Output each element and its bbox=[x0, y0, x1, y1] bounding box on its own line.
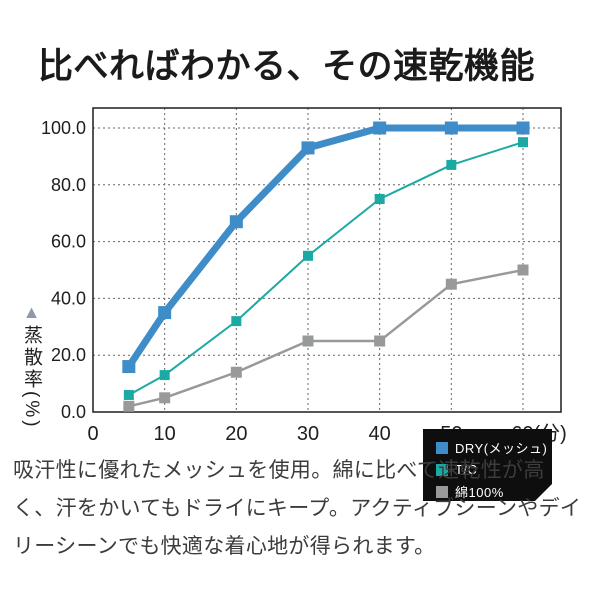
y-tick-label: 20.0 bbox=[51, 345, 86, 365]
y-tick-label: 60.0 bbox=[51, 232, 86, 252]
legend-item-cotton: 綿100% bbox=[436, 482, 552, 501]
series-marker-1 bbox=[374, 194, 385, 204]
legend-swatch-tc bbox=[436, 464, 448, 476]
y-axis-title: ▲ 蒸散率(%) bbox=[21, 302, 42, 430]
legend-swatch-dry bbox=[436, 442, 448, 454]
series-marker-2 bbox=[230, 366, 242, 378]
x-tick-label: 0 bbox=[87, 423, 98, 445]
series-marker-0 bbox=[516, 121, 530, 135]
series-marker-2 bbox=[374, 335, 386, 347]
legend-item-dry: DRY(メッシュ) bbox=[436, 438, 552, 457]
series-marker-0 bbox=[373, 121, 387, 135]
legend-label-dry: DRY(メッシュ) bbox=[455, 441, 548, 456]
series-marker-1 bbox=[303, 250, 313, 261]
series-marker-2 bbox=[445, 278, 457, 290]
series-marker-2 bbox=[159, 392, 171, 404]
description-text: 吸汗性に優れたメッシュを使用。綿に比べて速乾性が高 く、汗をかいてもドライにキー… bbox=[13, 452, 593, 566]
series-marker-0 bbox=[229, 215, 243, 229]
evaporation-chart: 0.020.040.060.080.0100.00102030405060(分)… bbox=[0, 100, 600, 448]
x-tick-label: 10 bbox=[154, 423, 176, 445]
x-tick-label: 20 bbox=[225, 423, 247, 445]
x-tick-label: 30 bbox=[297, 423, 319, 445]
series-marker-0 bbox=[122, 360, 136, 374]
y-tick-label: 0.0 bbox=[61, 402, 86, 422]
series-marker-1 bbox=[159, 370, 170, 381]
description-line: リーシーンでも快適な着心地が得られます。 bbox=[13, 535, 436, 558]
legend-label-cotton: 綿100% bbox=[455, 485, 504, 500]
y-axis-title-text: 蒸散率(%) bbox=[21, 325, 42, 430]
series-line-0 bbox=[125, 124, 527, 371]
legend-label-tc: T/C bbox=[455, 462, 478, 477]
description-line: 吸汗性に優れたメッシュを使用。綿に比べて速乾性が高 bbox=[13, 459, 545, 482]
series-marker-1 bbox=[518, 137, 528, 148]
series-marker-2 bbox=[517, 264, 529, 276]
legend-swatch-cotton bbox=[436, 486, 448, 498]
series-marker-1 bbox=[231, 316, 242, 327]
series-marker-1 bbox=[123, 389, 134, 400]
series-marker-0 bbox=[158, 306, 172, 320]
legend-item-tc: T/C bbox=[436, 462, 552, 477]
plot-frame bbox=[92, 107, 562, 413]
series-marker-1 bbox=[446, 159, 457, 170]
series-line-2 bbox=[127, 268, 525, 408]
series-line-1 bbox=[127, 141, 524, 396]
series-marker-2 bbox=[302, 335, 314, 347]
y-tick-label: 80.0 bbox=[51, 175, 86, 195]
series-marker-2 bbox=[123, 400, 135, 412]
y-tick-label: 40.0 bbox=[51, 288, 86, 308]
description-line: く、汗をかいてもドライにキープ。アクティブシーンやデイ bbox=[13, 497, 582, 520]
series-marker-0 bbox=[301, 141, 315, 155]
page-title: 比べればわかる、その速乾機能 bbox=[38, 47, 536, 86]
triangle-up-icon: ▲ bbox=[22, 302, 41, 322]
chart-legend: DRY(メッシュ) T/C 綿100% bbox=[423, 429, 552, 501]
x-tick-label: 40 bbox=[369, 423, 391, 445]
series-marker-0 bbox=[444, 121, 458, 135]
y-tick-label: 100.0 bbox=[41, 118, 86, 138]
